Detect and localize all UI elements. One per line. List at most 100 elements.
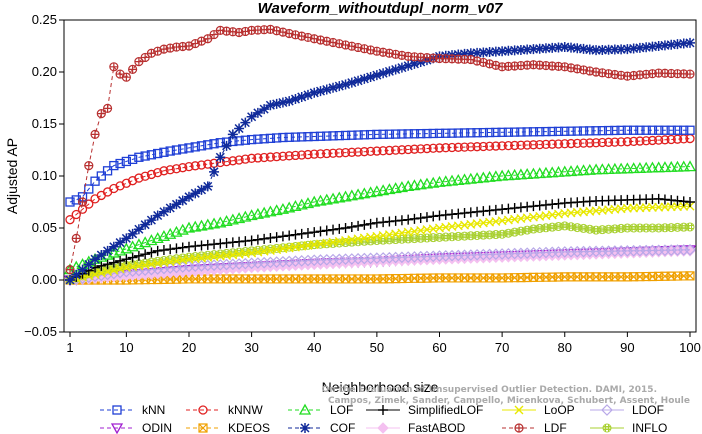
series-point-knnw <box>497 141 507 151</box>
series-point-knn <box>491 127 501 138</box>
series-point-knnw <box>522 140 532 150</box>
series-point-knnw <box>553 139 564 149</box>
series-point-cof <box>353 75 364 86</box>
series-point-lof <box>496 169 509 181</box>
series-point-knnw <box>297 150 307 160</box>
series-knn <box>65 125 695 207</box>
series-point-lof <box>408 179 421 191</box>
series-point-knn <box>84 184 94 194</box>
series-point-inflo <box>672 222 682 232</box>
series-point-knn <box>422 128 432 139</box>
series-point-knnw <box>228 156 238 166</box>
series-point-lof <box>602 163 615 174</box>
series-point-ldf <box>102 103 113 113</box>
series-point-simplifiedlof <box>121 254 132 265</box>
series-point-knnw <box>441 143 451 153</box>
x-axis: 1 10 20 30 40 50 60 70 80 90 100 <box>66 332 701 355</box>
series-point-simplifiedlof <box>296 228 307 239</box>
series-point-simplifiedlof <box>165 244 176 255</box>
series-point-lof <box>402 180 415 192</box>
series-point-knnw <box>84 199 94 209</box>
series-point-knnw <box>641 136 651 146</box>
series-point-inflo <box>566 222 576 232</box>
series-point-simplifiedlof <box>353 220 364 231</box>
series-point-knn <box>597 126 607 136</box>
series-point-knn <box>328 131 338 141</box>
series-point-simplifiedlof <box>133 250 144 261</box>
series-point-knnw <box>315 149 326 159</box>
series-point-knn <box>303 132 313 142</box>
series-point-knnw <box>672 134 683 144</box>
series-point-knn <box>560 126 570 136</box>
series-point-knn <box>654 125 664 135</box>
x-tick-label: 50 <box>370 340 384 355</box>
series-point-knn <box>434 128 445 139</box>
series-point-knn <box>297 132 307 142</box>
series-point-knnw <box>303 149 313 160</box>
series-point-lof <box>665 160 678 172</box>
series-point-inflo <box>409 234 419 244</box>
series-point-inflo <box>647 223 657 233</box>
series-point-lof <box>502 169 515 181</box>
series-point-knnw <box>378 146 388 156</box>
series-point-lof <box>527 167 540 179</box>
series-point-knnw <box>134 173 144 183</box>
series-point-lof <box>539 166 553 178</box>
series-point-inflo <box>460 231 470 241</box>
series-point-simplifiedlof <box>309 227 320 238</box>
series-cof <box>65 37 695 285</box>
y-tick-label: 0.20 <box>32 64 57 79</box>
series-point-inflo <box>309 240 319 250</box>
series-point-lof <box>571 164 584 176</box>
series-point-inflo <box>604 224 614 234</box>
series-point-knn <box>403 129 413 139</box>
series-point-knnw <box>290 150 301 161</box>
series-point-cof <box>515 44 526 55</box>
series-point-knnw <box>272 152 282 162</box>
series-point-cof <box>547 42 558 53</box>
series-point-knn <box>466 128 476 138</box>
series-point-knnw <box>140 171 150 181</box>
series-point-knn <box>397 129 407 139</box>
series-point-ldf <box>65 265 75 275</box>
series-point-cof <box>209 166 220 177</box>
series-point-lof <box>615 162 628 174</box>
series-point-simplifiedlof <box>365 218 376 229</box>
series-point-simplifiedlof <box>265 232 276 243</box>
series-point-knnw <box>171 164 182 174</box>
legend-marker <box>377 422 389 434</box>
series-line-knn <box>69 129 690 203</box>
series-point-knn <box>459 128 470 138</box>
series-line-kdeos <box>70 275 691 281</box>
series-point-knn <box>478 127 488 138</box>
series-point-lof <box>608 162 621 174</box>
series-point-lof <box>477 171 490 183</box>
x-tick-label: 10 <box>119 340 133 355</box>
series-lof <box>63 160 697 275</box>
series-point-cof <box>641 42 652 53</box>
series-point-cof <box>371 70 382 81</box>
series-point-knn <box>127 154 138 165</box>
series-point-knn <box>209 139 219 149</box>
x-tick-label: 100 <box>679 340 701 355</box>
series-point-simplifiedlof <box>146 247 157 258</box>
series-ldf <box>65 24 695 275</box>
series-point-knn <box>322 131 332 141</box>
series-point-ldf <box>209 29 219 40</box>
legend-marker <box>112 405 122 415</box>
legend-marker <box>602 423 612 433</box>
series-point-knn <box>140 151 150 161</box>
legend-item-cof: COF <box>288 421 355 434</box>
series-point-knn <box>115 158 125 169</box>
series-point-lof <box>464 172 477 184</box>
series-point-inflo <box>416 233 426 243</box>
series-point-knn <box>416 129 426 139</box>
series-point-inflo <box>441 232 451 242</box>
series-point-knnw <box>65 215 75 225</box>
series-point-knnw <box>391 145 401 155</box>
series-point-ldof <box>684 243 696 256</box>
series-point-knn <box>190 142 200 152</box>
series-point-knnw <box>372 146 382 156</box>
series-point-lof <box>514 168 528 180</box>
series-point-simplifiedlof <box>177 242 188 253</box>
